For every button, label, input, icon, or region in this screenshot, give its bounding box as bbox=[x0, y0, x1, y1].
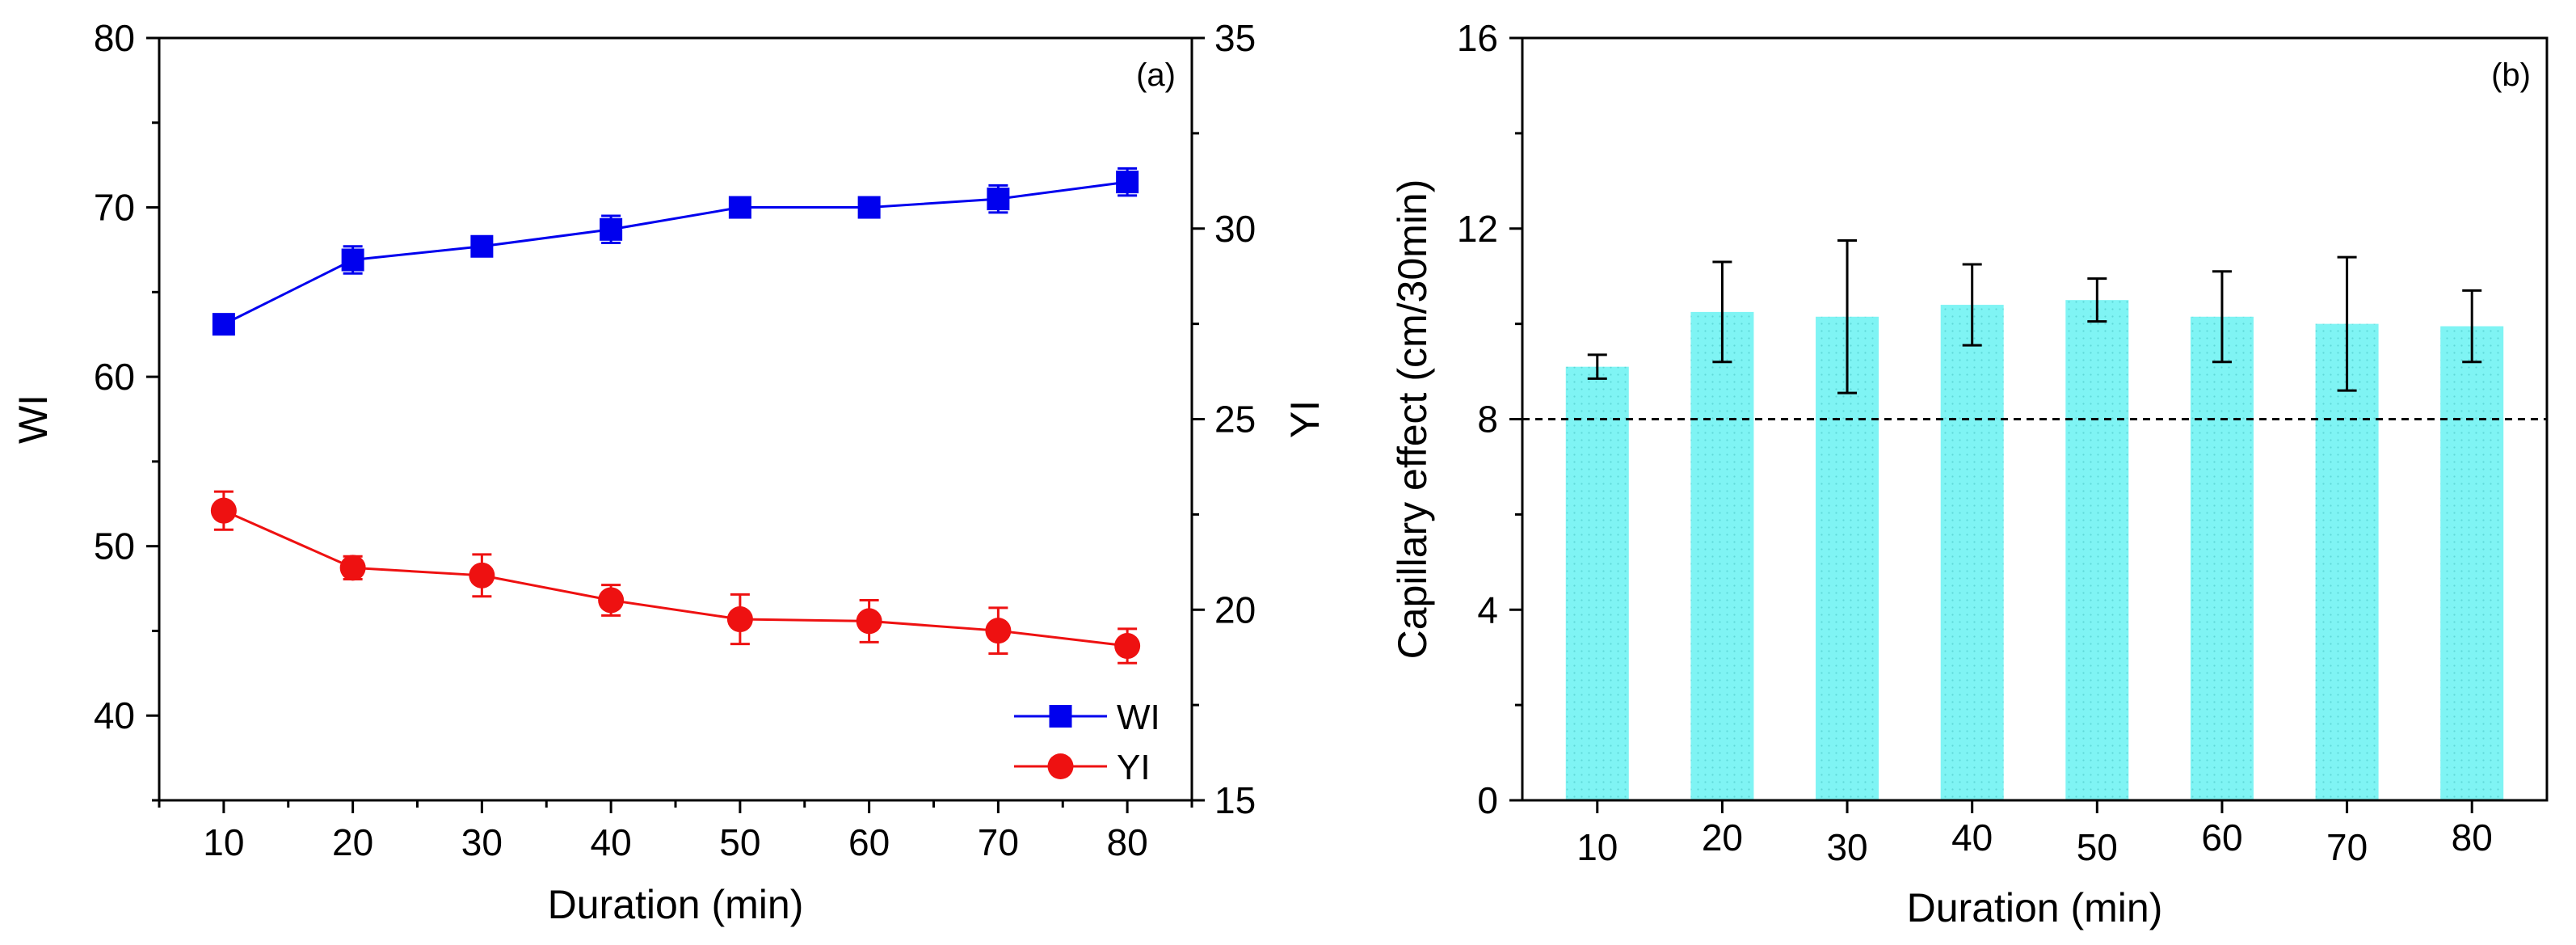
x-tick-label: 60 bbox=[2201, 816, 2242, 859]
legend-label-wi: WI bbox=[1117, 698, 1160, 737]
bar bbox=[1816, 316, 1879, 800]
x-tick-label: 80 bbox=[2452, 816, 2493, 859]
data-point-yi bbox=[469, 562, 495, 589]
data-point-yi bbox=[598, 587, 625, 614]
data-point-yi bbox=[210, 497, 237, 524]
data-point-wi bbox=[212, 313, 235, 336]
y-tick-label: 4 bbox=[1477, 589, 1498, 631]
data-point-wi bbox=[987, 188, 1010, 211]
series-line-yi bbox=[223, 509, 1128, 648]
x-tick-label: 80 bbox=[1107, 821, 1148, 863]
data-point-wi bbox=[1116, 171, 1139, 194]
series-line-wi bbox=[223, 180, 1128, 326]
data-point-yi bbox=[726, 606, 753, 633]
x-tick-label: 70 bbox=[978, 821, 1019, 863]
data-point-wi bbox=[341, 248, 364, 272]
x-tick-label: 40 bbox=[591, 821, 632, 863]
x-tick-label: 30 bbox=[461, 821, 503, 863]
y-tick-label: 12 bbox=[1457, 208, 1498, 250]
panel-b-bar-chart: 10 20 30 40 50 60 70 80 0 4 8 12 16 Duration (min) Cap… bbox=[1390, 17, 2549, 930]
x-tick-label: 60 bbox=[848, 821, 890, 863]
x-tick-label: 50 bbox=[2077, 826, 2118, 868]
x-tick-label: 10 bbox=[203, 821, 244, 863]
data-point-wi bbox=[857, 196, 881, 219]
legend-marker-yi bbox=[1047, 753, 1074, 779]
y2-tick-label: 30 bbox=[1214, 208, 1256, 250]
y-axis-title: Capillary effect (cm/30min) bbox=[1390, 179, 1435, 660]
x-tick-label: 10 bbox=[1576, 826, 1618, 868]
y-tick-label: 0 bbox=[1477, 779, 1498, 821]
data-point-yi bbox=[985, 618, 1012, 644]
y2-tick-label: 20 bbox=[1214, 589, 1256, 631]
x-tick-label: 70 bbox=[2326, 826, 2368, 868]
y2-tick-label: 15 bbox=[1214, 779, 1256, 821]
panel-label-b: (b) bbox=[2491, 57, 2531, 93]
x-tick-label: 40 bbox=[1951, 816, 1993, 859]
bar bbox=[2315, 323, 2379, 800]
legend-marker-wi bbox=[1049, 705, 1072, 728]
y-tick-label: 8 bbox=[1477, 399, 1498, 441]
data-point-wi bbox=[470, 234, 494, 258]
bar bbox=[2190, 316, 2254, 800]
data-point-wi bbox=[600, 217, 623, 241]
x-tick-label: 20 bbox=[1702, 816, 1743, 859]
y-tick-label: 50 bbox=[94, 525, 135, 567]
legend-label-yi: YI bbox=[1117, 748, 1151, 787]
x-tick-label: 30 bbox=[1826, 826, 1867, 868]
y2-tick-label: 25 bbox=[1214, 399, 1256, 441]
bar bbox=[2065, 300, 2129, 800]
x-axis-title: Duration (min) bbox=[548, 882, 804, 927]
data-point-yi bbox=[339, 555, 366, 581]
plot-frame-a bbox=[158, 36, 1193, 802]
panel-a-line-chart: 10 20 30 40 50 60 70 80 40 50 60 70 80 15 20 25 30 35 Dura… bbox=[11, 17, 1328, 927]
x-tick-label: 50 bbox=[719, 821, 760, 863]
y-tick-label: 16 bbox=[1457, 17, 1498, 59]
bar bbox=[1565, 366, 1629, 800]
bar bbox=[1940, 305, 2004, 800]
y-axis-title: WI bbox=[11, 394, 56, 444]
bar bbox=[1690, 311, 1754, 800]
x-tick-label: 20 bbox=[332, 821, 373, 863]
y-tick-label: 80 bbox=[94, 17, 135, 59]
y2-tick-label: 35 bbox=[1214, 17, 1256, 59]
y2-axis-title: YI bbox=[1282, 400, 1328, 438]
y-tick-label: 40 bbox=[94, 694, 135, 736]
data-point-yi bbox=[856, 608, 882, 635]
data-point-yi bbox=[1114, 633, 1141, 660]
y-tick-label: 60 bbox=[94, 356, 135, 398]
data-point-wi bbox=[728, 196, 751, 219]
y-tick-label: 70 bbox=[94, 187, 135, 229]
x-axis-title: Duration (min) bbox=[1907, 885, 2163, 930]
panel-label-a: (a) bbox=[1136, 57, 1176, 93]
bar bbox=[2440, 326, 2504, 800]
